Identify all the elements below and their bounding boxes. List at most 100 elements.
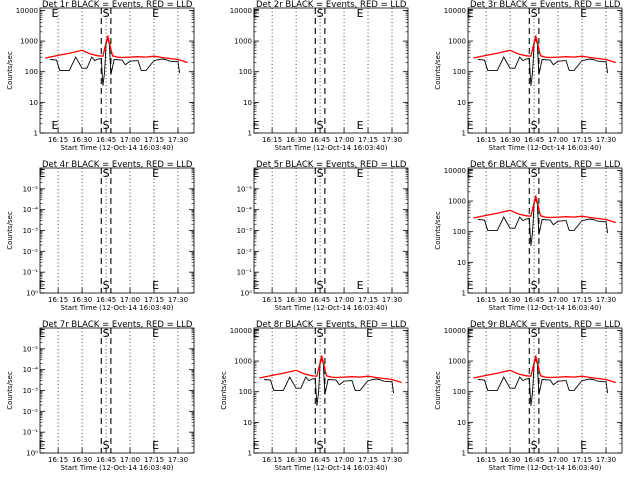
x-tick-label: 17:00 (334, 456, 354, 464)
y-tick-label: 10 (457, 259, 466, 267)
y-tick-label: 1 (248, 450, 252, 458)
plot-frame (253, 327, 409, 454)
marker-label-e: E (467, 327, 474, 340)
marker-label-e: E (253, 119, 260, 132)
chart-title: Det 4r BLACK = Events, RED = LLD (42, 160, 193, 170)
y-tick-label: 1000 (20, 38, 38, 46)
y-tick-label: 10000 (444, 7, 466, 15)
series-line-events (478, 37, 609, 86)
marker-label-e: E (152, 327, 159, 340)
plot-frame (39, 7, 195, 134)
y-tick-label: 1 (462, 130, 466, 138)
x-tick-label: 16:45 (524, 136, 544, 144)
x-tick-label: 17:30 (382, 456, 402, 464)
y-tick-label: 10⁻² (237, 248, 253, 256)
x-tick-label: 16:45 (310, 136, 330, 144)
x-axis-label: Start Time (12-Oct-14 16:03:40) (275, 464, 388, 472)
y-tick-label: 10 (457, 419, 466, 427)
marker-label-s: S (531, 327, 538, 340)
marker-label-s: S (317, 119, 324, 132)
y-tick-label: 10⁻⁴ (23, 206, 39, 214)
y-tick-label: 10⁰ (26, 290, 38, 298)
x-axis-label: Start Time (12-Oct-14 16:03:40) (489, 464, 602, 472)
marker-label-s: S (317, 7, 324, 20)
chart-title: Det 3r BLACK = Events, RED = LLD (470, 0, 621, 10)
y-tick-label: 10 (29, 99, 38, 107)
marker-label-s: S (103, 279, 110, 292)
series-line-lld (473, 195, 616, 224)
x-tick-label: 16:15 (476, 456, 496, 464)
y-tick-label: 10⁻³ (23, 227, 39, 235)
marker-label-e: E (366, 439, 373, 452)
y-axis-label: Counts/sec (6, 51, 14, 90)
panel-det-4r: Det 4r BLACK = Events, RED = LLD 10⁰ 10⁻¹ 1… (6, 160, 195, 312)
x-tick-label: 16:15 (476, 296, 496, 304)
y-tick-label: 10 (243, 419, 252, 427)
y-tick-label: 10⁻⁵ (237, 185, 253, 193)
marker-label-e: E (152, 439, 159, 452)
y-tick-label: 10000 (230, 327, 252, 335)
marker-label-s: S (317, 439, 324, 452)
y-tick-label: 1 (248, 130, 252, 138)
y-tick-label: 10⁰ (240, 290, 252, 298)
y-tick-label: 10⁻¹ (237, 269, 253, 277)
y-axis-label: Counts/sec (220, 371, 228, 410)
marker-label-e: E (467, 167, 474, 180)
x-tick-label: 17:00 (548, 296, 568, 304)
marker-label-e: E (152, 279, 159, 292)
marker-label-s: S (103, 327, 110, 340)
panel-det-1r: Det 1r BLACK = Events, RED = LLD 1 10 100 10… (6, 0, 195, 152)
x-tick-label: 17:30 (168, 136, 188, 144)
x-tick-label: 16:45 (310, 296, 330, 304)
x-axis-label: Start Time (12-Oct-14 16:03:40) (61, 464, 174, 472)
marker-label-e: E (366, 327, 373, 340)
y-tick-label: 1000 (234, 38, 252, 46)
y-tick-label: 1000 (448, 38, 466, 46)
x-tick-label: 16:15 (262, 456, 282, 464)
plot-frame (467, 327, 623, 454)
x-tick-label: 16:30 (500, 136, 520, 144)
plot-frame (467, 167, 623, 294)
x-tick-label: 17:00 (120, 136, 140, 144)
marker-label-s: S (531, 167, 538, 180)
x-tick-label: 17:15 (358, 456, 378, 464)
x-tick-label: 17:15 (572, 456, 592, 464)
x-tick-label: 17:30 (382, 136, 402, 144)
x-tick-label: 17:15 (572, 136, 592, 144)
marker-label-e: E (580, 167, 587, 180)
x-tick-label: 16:15 (48, 456, 68, 464)
x-tick-label: 17:00 (120, 296, 140, 304)
marker-label-e: E (580, 119, 587, 132)
marker-label-s: S (103, 119, 110, 132)
marker-label-e: E (580, 327, 587, 340)
series-line-lld (45, 35, 188, 64)
marker-label-e: E (152, 167, 159, 180)
marker-label-e: E (253, 327, 260, 340)
panel-det-6r: Det 6r BLACK = Events, RED = LLD 1 10 100 10… (434, 160, 623, 312)
x-tick-label: 16:30 (286, 136, 306, 144)
marker-label-s: S (531, 439, 538, 452)
series-line-events (264, 357, 395, 406)
y-axis-label: Counts/sec (434, 211, 442, 250)
panel-det-8r: Det 8r BLACK = Events, RED = LLD 1 10 100 10… (220, 320, 409, 472)
x-tick-label: 17:00 (334, 296, 354, 304)
y-tick-label: 10 (457, 99, 466, 107)
y-tick-label: 1000 (448, 198, 466, 206)
y-tick-label: 10000 (16, 7, 38, 15)
panel-det-5r: Det 5r BLACK = Events, RED = LLD 10⁰ 10⁻¹ 1… (237, 160, 409, 312)
y-tick-label: 10⁻¹ (23, 269, 39, 277)
plot-frame (253, 7, 409, 134)
x-axis-label: Start Time (12-Oct-14 16:03:40) (489, 144, 602, 152)
panel-det-3r: Det 3r BLACK = Events, RED = LLD 1 10 100 10… (434, 0, 623, 152)
marker-label-e: E (39, 279, 46, 292)
marker-label-e: E (253, 279, 260, 292)
x-tick-label: 16:30 (72, 136, 92, 144)
marker-label-s: S (317, 167, 324, 180)
y-tick-label: 10⁻⁵ (23, 345, 39, 353)
x-tick-label: 16:30 (72, 456, 92, 464)
y-axis-label: Counts/sec (6, 371, 14, 410)
y-tick-label: 100 (453, 68, 466, 76)
plot-frame (253, 167, 409, 294)
marker-label-e: E (357, 119, 364, 132)
marker-label-e: E (467, 279, 474, 292)
